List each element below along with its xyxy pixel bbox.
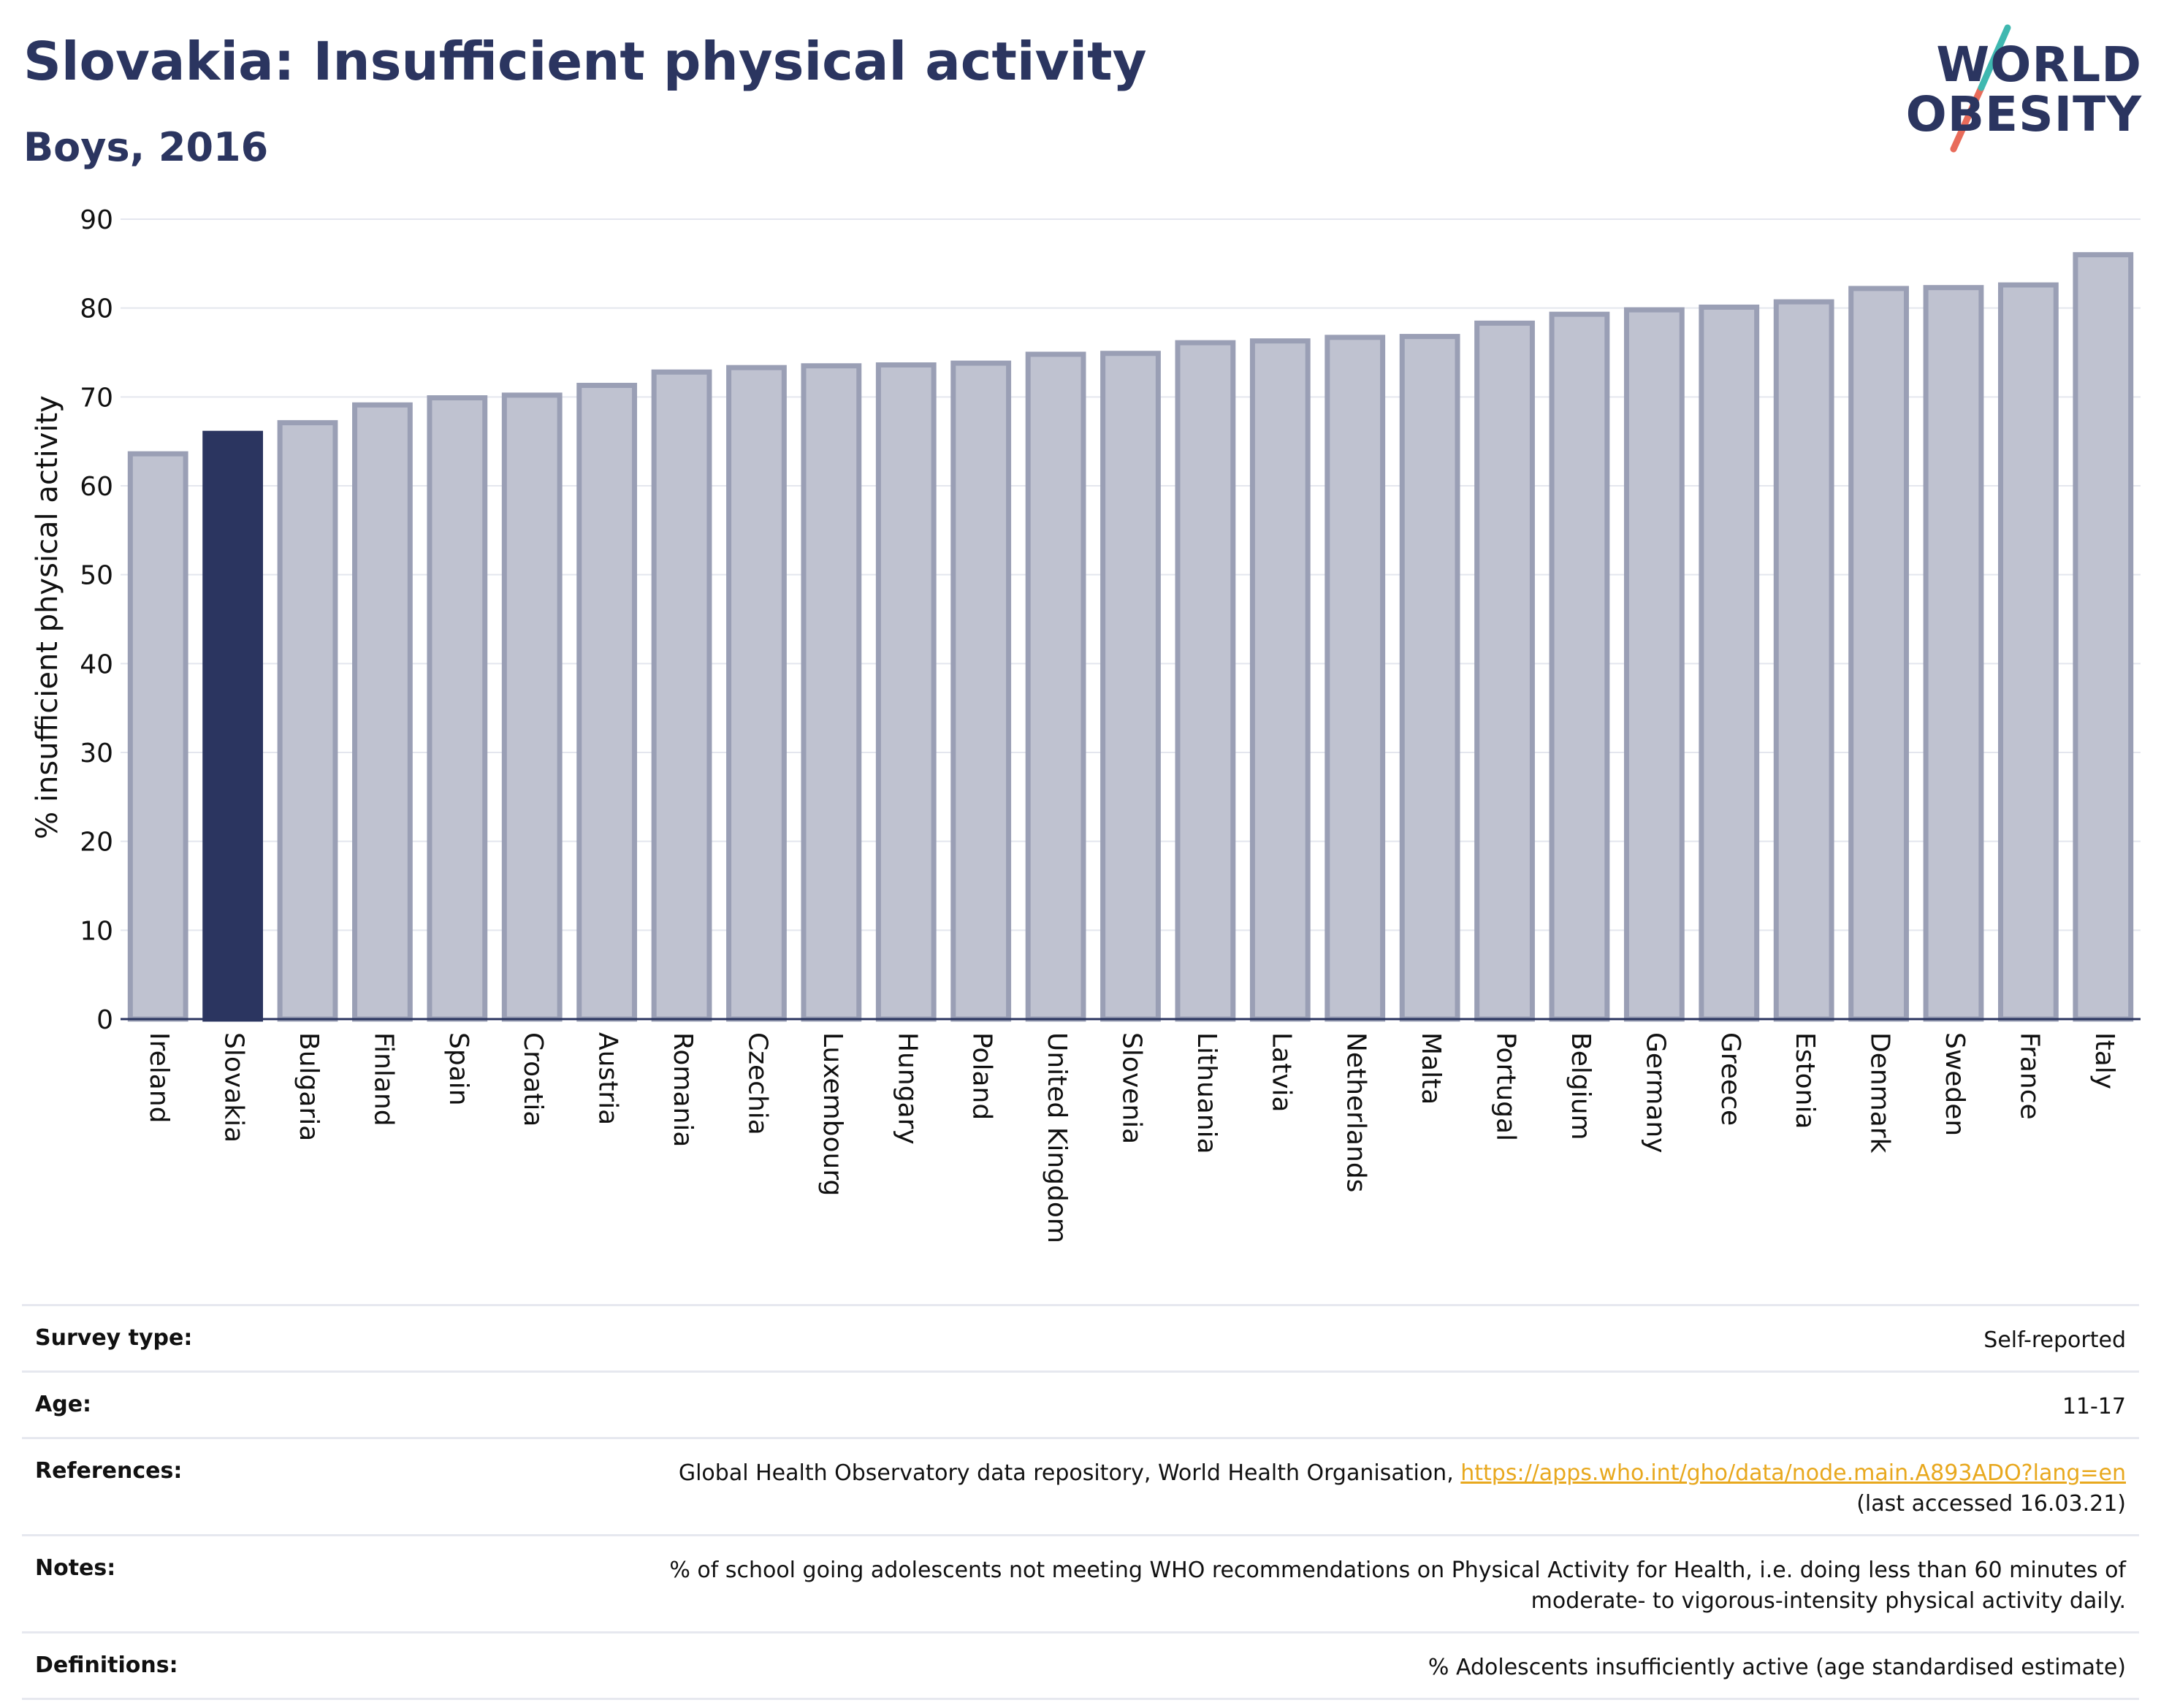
x-tick-label: Romania [668,1032,698,1147]
meta-label: Definitions: [35,1652,178,1678]
x-axis-labels: Ireland Slovakia Bulgaria Finland Spain Croat… [144,1032,2119,1243]
x-tick-label: Belgium [1566,1032,1596,1140]
y-tick-label: 90 [80,205,113,235]
meta-row-references: References: Global Health Observatory da… [22,1437,2139,1534]
x-tick-label: Finland [368,1032,398,1126]
bar-italy [2073,252,2134,1022]
x-tick-label: France [2014,1032,2044,1120]
x-tick-label: Italy [2089,1032,2119,1089]
y-axis-ticks: 0 10 20 30 40 50 60 70 80 90 [80,205,113,1035]
x-tick-label: Hungary [892,1032,922,1145]
meta-label: References: [35,1458,183,1484]
bar-czechia [726,365,787,1022]
bar-hungary [875,362,937,1022]
logo-text-obesity: OBESITY [1905,86,2142,142]
meta-row-definitions: Definitions: % Adolescents insufficientl… [22,1631,2139,1700]
x-tick-label: Estonia [1790,1032,1820,1129]
logo-slash-icon [1950,24,2011,153]
y-tick-label: 70 [80,383,113,413]
bar-sweden [1923,285,1984,1022]
y-axis-label: % insufficient physical activity [31,395,64,839]
x-tick-label: Netherlands [1341,1032,1371,1192]
x-tick-label: Luxembourg [817,1032,847,1196]
bar-estonia [1773,299,1834,1022]
x-tick-label: Sweden [1940,1032,1970,1136]
chart-bars [127,252,2134,1022]
y-tick-label: 80 [80,294,113,324]
bar-latvia [1249,338,1311,1022]
bar-ireland [127,451,188,1022]
meta-row-survey-type: Survey type: Self-reported [22,1304,2139,1370]
notes-line1: % of school going adolescents not meetin… [669,1558,2126,1583]
y-tick-label: 20 [80,828,113,858]
x-tick-label: Spain [443,1032,473,1106]
y-tick-label: 40 [80,649,113,679]
x-tick-label: Bulgaria [294,1032,324,1141]
x-tick-label: Poland [967,1032,997,1120]
meta-row-notes: Notes: % of school going adolescents not… [22,1534,2139,1631]
y-tick-label: 10 [80,916,113,946]
bar-france [1997,282,2059,1022]
world-obesity-logo: WORLD OBESITY [1899,20,2148,159]
y-tick-label: 30 [80,739,113,769]
x-tick-label: Slovakia [219,1032,249,1143]
meta-value: Global Health Observatory data repositor… [679,1458,2126,1520]
meta-label: Age: [35,1392,92,1417]
x-tick-label: Portugal [1491,1032,1521,1141]
x-tick-label: Latvia [1266,1032,1296,1113]
meta-value: Self-reported [1983,1327,2126,1353]
meta-label: Notes: [35,1555,116,1581]
x-tick-label: Greece [1715,1032,1745,1126]
x-tick-label: Ireland [144,1032,174,1124]
bar-austria [576,383,638,1022]
bar-poland [950,360,1012,1022]
bar-romania [651,369,712,1022]
bar-malta [1399,334,1460,1022]
meta-label: Survey type: [35,1325,193,1351]
y-tick-label: 60 [80,472,113,502]
bar-luxembourg [801,363,862,1022]
reference-accessed: (last accessed 16.03.21) [1856,1491,2126,1517]
metadata-table: Survey type: Self-reported Age: 11-17 Re… [22,1304,2139,1700]
meta-row-age: Age: 11-17 [22,1370,2139,1437]
x-tick-label: United Kingdom [1042,1032,1072,1243]
x-tick-label: Croatia [518,1032,548,1126]
bar-spain [427,395,488,1022]
bar-finland [352,402,413,1022]
bar-germany [1623,307,1685,1022]
logo-text-world: WORLD [1936,37,2142,93]
bar-croatia [501,392,563,1022]
meta-value: % of school going adolescents not meetin… [669,1555,2126,1617]
x-tick-label: Austria [593,1032,623,1125]
bar-slovenia [1100,351,1161,1022]
x-tick-label: Germany [1640,1032,1670,1153]
x-tick-label: Lithuania [1192,1032,1221,1154]
notes-line2: moderate- to vigorous-intensity physical… [1531,1588,2126,1614]
meta-value: 11-17 [2062,1394,2126,1419]
bar-bulgaria [277,420,338,1022]
bar-portugal [1474,320,1535,1022]
bar-denmark [1848,286,1909,1022]
reference-text: Global Health Observatory data repositor… [678,1460,1461,1486]
y-tick-label: 0 [96,1005,113,1035]
reference-link[interactable]: https://apps.who.int/gho/data/node.main.… [1460,1460,2126,1486]
bar-greece [1699,304,1760,1022]
meta-value: % Adolescents insufficiently active (age… [1428,1655,2126,1680]
bar-lithuania [1175,340,1236,1022]
bar-belgium [1549,311,1610,1022]
bar-netherlands [1325,335,1386,1022]
bar-united-kingdom [1025,351,1086,1022]
x-tick-label: Czechia [742,1032,772,1135]
x-tick-label: Slovenia [1117,1032,1147,1144]
x-tick-label: Denmark [1865,1032,1895,1154]
page-title: Slovakia: Insufficient physical activity [23,31,1147,92]
y-tick-label: 50 [80,561,113,591]
bar-slovakia [202,430,264,1022]
page-subtitle: Boys, 2016 [23,124,269,170]
x-tick-label: Malta [1416,1032,1446,1105]
bar-chart: 0 10 20 30 40 50 60 70 80 90 Ireland Slovakia Bulga… [31,205,2141,1243]
